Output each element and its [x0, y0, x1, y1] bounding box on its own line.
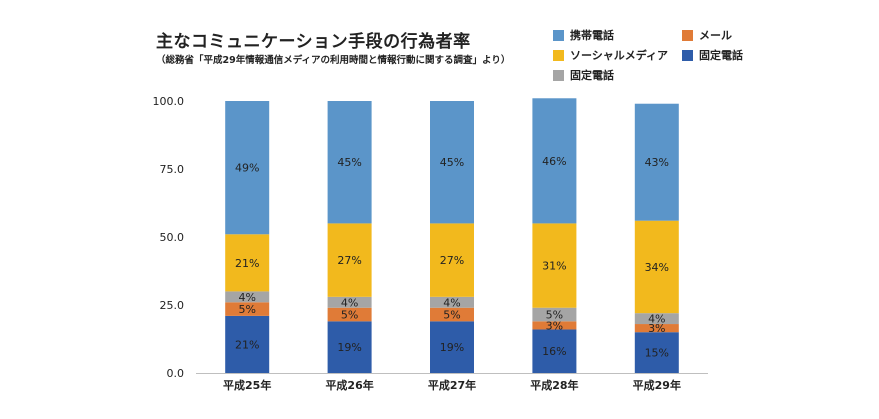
legend-item-mail: メール [682, 27, 732, 43]
bar-segment [634, 103, 679, 221]
legend-swatch-social-media [553, 49, 564, 61]
data-label: 19% [337, 341, 361, 354]
data-label: 27% [337, 254, 361, 267]
bar-segment [430, 101, 474, 224]
legend-item-mobile: 携帯電話 [553, 27, 614, 43]
bar-segment [532, 329, 577, 373]
bar-segment [327, 321, 372, 373]
data-label: 4% [648, 313, 665, 326]
y-tick-label: 0.0 [167, 367, 185, 380]
y-tick-label: 75.0 [160, 163, 185, 176]
data-label: 27% [440, 254, 464, 267]
bar-segment [327, 223, 372, 297]
data-label: 45% [337, 156, 361, 169]
data-label: 3% [546, 319, 563, 332]
data-label: 16% [542, 345, 566, 358]
bar-segment [225, 291, 270, 303]
bar-segment [532, 98, 577, 224]
bar-segment [430, 321, 474, 373]
chart-axes: 0.0 25.0 50.0 75.0 100.0 平成25年 平成26年 平成27年 平成28年… [153, 95, 708, 392]
bar-segment [532, 321, 577, 330]
data-label: 31% [542, 260, 566, 273]
x-tick-label: 平成25年 [223, 378, 271, 392]
data-label: 4% [443, 296, 460, 309]
data-label: 21% [235, 338, 259, 351]
bar-segment [634, 313, 679, 325]
bar-segment [327, 101, 372, 224]
data-label: 5% [443, 309, 460, 322]
legend-swatch-landline-blue [682, 49, 693, 61]
data-label: 45% [440, 156, 464, 169]
bar-segment [532, 307, 577, 322]
x-tick-label: 平成29年 [633, 378, 681, 392]
legend-label-landline-blue: 固定電話 [699, 49, 743, 62]
chart-title: 主なコミュニケーション手段の行為者率 [156, 32, 471, 52]
y-tick-label: 100.0 [153, 95, 185, 108]
legend: 携帯電話 メール ソーシャルメディア 固定電話 固定電話 [553, 27, 783, 87]
data-label: 3% [648, 322, 665, 335]
chart-subtitle: （総務省「平成29年情報通信メディアの利用時間と情報行動に関する調査」より） [156, 55, 511, 66]
legend-label-mail: メール [699, 29, 732, 42]
data-label: 4% [238, 291, 255, 304]
data-label: 34% [645, 261, 669, 274]
bar-segment [327, 296, 372, 308]
data-label: 46% [542, 155, 566, 168]
bar-segment [430, 223, 474, 297]
bar-segment [225, 315, 270, 373]
legend-item-landline-gray: 固定電話 [553, 67, 614, 83]
legend-label-social-media: ソーシャルメディア [570, 49, 669, 62]
data-label: 5% [546, 309, 563, 322]
bar-segment [634, 220, 679, 314]
data-label: 49% [235, 162, 259, 175]
y-tick-label: 50.0 [160, 231, 185, 244]
data-label: 19% [440, 341, 464, 354]
bar-segment [225, 101, 270, 235]
x-tick-label: 平成27年 [428, 378, 476, 392]
x-tick-label: 平成26年 [325, 378, 373, 392]
legend-swatch-mobile [553, 29, 564, 41]
data-label: 21% [235, 257, 259, 270]
data-label: 43% [645, 156, 669, 169]
legend-swatch-mail [682, 29, 693, 41]
bar-segment [430, 296, 474, 308]
chart-data-labels: 21%5%4%21%49%19%5%4%27%45%19%5%4%27%45%1… [235, 155, 669, 360]
bar-segment [532, 223, 577, 308]
bar-segment [225, 234, 270, 292]
data-label: 5% [341, 309, 358, 322]
bar-segment [634, 324, 679, 333]
y-tick-label: 25.0 [160, 299, 185, 312]
x-tick-label: 平成28年 [530, 378, 578, 392]
bar-segment [634, 332, 679, 373]
legend-label-mobile: 携帯電話 [570, 29, 614, 42]
data-label: 5% [238, 303, 255, 316]
bar-segment [327, 307, 372, 322]
data-label: 4% [341, 296, 358, 309]
legend-item-social-media: ソーシャルメディア [553, 47, 668, 63]
legend-item-landline-blue: 固定電話 [682, 47, 743, 63]
data-label: 15% [645, 347, 669, 360]
bar-segment [225, 302, 270, 316]
legend-swatch-landline-gray [553, 69, 564, 81]
chart-bars [225, 98, 679, 373]
legend-label-landline-gray: 固定電話 [570, 69, 614, 82]
bar-segment [430, 307, 474, 322]
